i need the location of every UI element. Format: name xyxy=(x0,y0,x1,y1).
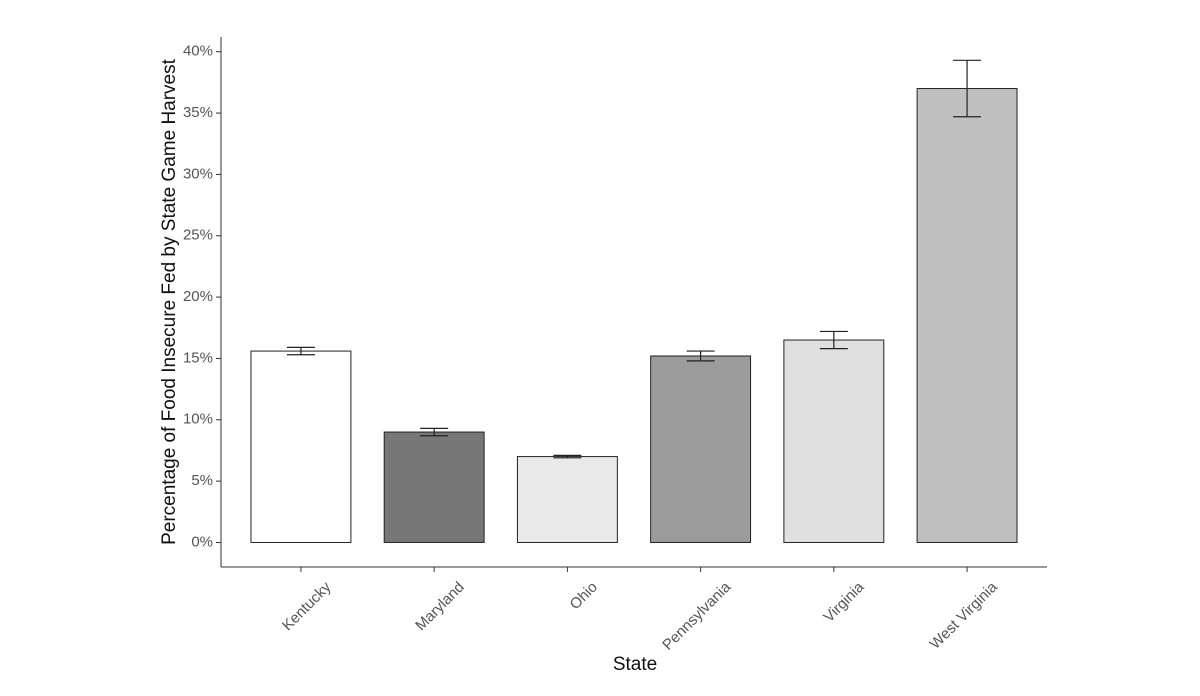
y-tick-label: 30% xyxy=(183,165,213,182)
x-tick-label: West Virginia xyxy=(927,578,1002,653)
error-bar xyxy=(553,454,582,459)
x-tick-label: Kentucky xyxy=(279,578,335,634)
x-tick-label: Maryland xyxy=(412,579,468,635)
y-tick-label: 25% xyxy=(183,227,213,244)
error-bar xyxy=(953,59,982,118)
x-axis-title: State xyxy=(613,654,657,675)
bar xyxy=(516,456,618,543)
y-tick-label: 5% xyxy=(191,472,213,489)
y-tick-label: 35% xyxy=(183,104,213,121)
y-tick-label: 10% xyxy=(183,411,213,428)
error-bar xyxy=(686,350,715,362)
bar xyxy=(783,339,885,543)
y-tick-label: 15% xyxy=(183,349,213,366)
y-tick-label: 20% xyxy=(183,288,213,305)
y-axis-title: Percentage of Food Insecure Fed by State… xyxy=(159,58,180,545)
bar xyxy=(250,350,352,543)
x-tick-label: Ohio xyxy=(567,579,601,613)
error-bar xyxy=(286,346,315,356)
bar xyxy=(650,355,752,543)
error-bar xyxy=(819,330,848,350)
x-tick-label: Pennsylvania xyxy=(659,578,735,654)
bar xyxy=(383,431,485,543)
error-bar xyxy=(420,427,449,437)
y-tick-label: 0% xyxy=(191,533,213,550)
y-tick-label: 40% xyxy=(183,43,213,60)
x-tick-label: Virginia xyxy=(820,578,868,626)
bar xyxy=(916,88,1018,543)
